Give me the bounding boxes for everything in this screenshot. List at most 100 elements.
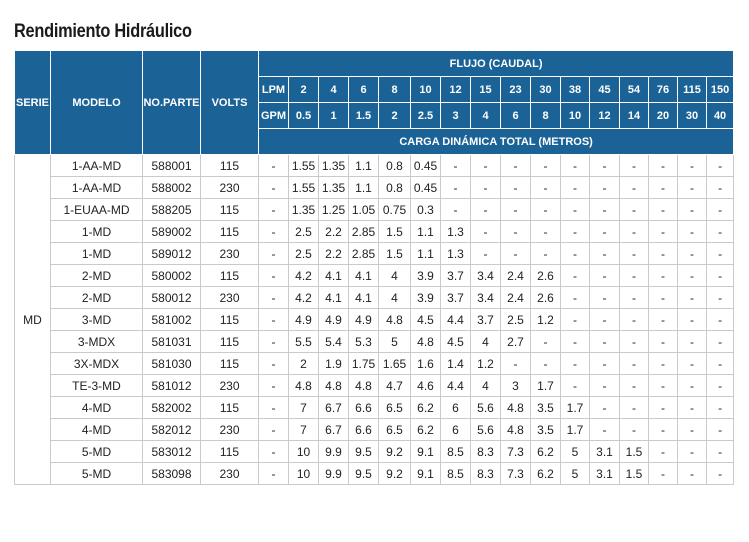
head-value-cell: - bbox=[677, 396, 707, 419]
head-value-cell: 1.75 bbox=[348, 352, 379, 375]
head-value-cell: - bbox=[258, 396, 289, 419]
table-row: MD 1-AA-MD 588001 115-1.55 1.35 1.1 0.8 0.45- - -… bbox=[14, 154, 735, 485]
head-value-cell: 3.9 bbox=[410, 286, 441, 309]
header-gpm-value: 3 bbox=[440, 102, 471, 129]
head-value-cell: 6.2 bbox=[530, 440, 561, 463]
head-value-cell: 1.1 bbox=[410, 220, 441, 243]
head-value-cell: 7.3 bbox=[500, 440, 531, 463]
head-value-cell: 4.4 bbox=[440, 308, 471, 331]
head-value-cell: - bbox=[530, 198, 561, 221]
performance-table: SERIE MODELO NO.PARTE VOLTS FLUJO (CAUDA… bbox=[14, 50, 735, 485]
modelo-cell: TE-3-MD bbox=[50, 374, 143, 397]
head-value-cell: - bbox=[258, 264, 289, 287]
head-value-cell: 4.1 bbox=[348, 286, 379, 309]
head-value-cell: - bbox=[589, 220, 620, 243]
header-lpm-value: 115 bbox=[677, 76, 707, 103]
head-value-cell: 8.5 bbox=[440, 440, 471, 463]
header-gpm-value: 30 bbox=[677, 102, 707, 129]
head-value-cell: - bbox=[560, 242, 590, 265]
no-parte-cell: 583012 bbox=[142, 440, 201, 463]
head-value-cell: - bbox=[470, 242, 501, 265]
table-header: SERIE MODELO NO.PARTE VOLTS FLUJO (CAUDA… bbox=[14, 50, 735, 155]
table-row: 2-MD 580012 230-4.2 4.1 4.1 4 3.9 3.7 3.4 2.4 2.6-… bbox=[15, 286, 735, 309]
head-value-cell: 4.2 bbox=[288, 264, 319, 287]
head-value-cell: 2.2 bbox=[318, 242, 349, 265]
head-value-cell: 0.8 bbox=[378, 154, 411, 177]
head-value-cell: - bbox=[560, 220, 590, 243]
head-value-cell: - bbox=[705, 418, 735, 441]
header-lpm-value: 30 bbox=[530, 76, 561, 103]
header-gpm-value: 40 bbox=[705, 102, 735, 129]
header-gpm-value: 8 bbox=[530, 102, 561, 129]
head-value-cell: - bbox=[589, 264, 620, 287]
head-value-cell: 3.7 bbox=[470, 308, 501, 331]
head-value-cell: - bbox=[619, 374, 649, 397]
header-lpm-value: 15 bbox=[470, 76, 501, 103]
header-modelo: MODELO bbox=[50, 50, 143, 155]
head-value-cell: 10 bbox=[288, 440, 319, 463]
volts-cell: 230 bbox=[200, 242, 259, 265]
head-value-cell: 1.35 bbox=[318, 154, 349, 177]
head-value-cell: - bbox=[677, 154, 707, 177]
head-value-cell: - bbox=[648, 374, 678, 397]
head-value-cell: - bbox=[677, 198, 707, 221]
head-value-cell: 6.7 bbox=[318, 418, 349, 441]
head-value-cell: 9.1 bbox=[410, 462, 441, 485]
head-value-cell: 1.55 bbox=[288, 176, 319, 199]
head-value-cell: 4.4 bbox=[440, 374, 471, 397]
head-value-cell: - bbox=[619, 308, 649, 331]
head-value-cell: - bbox=[560, 308, 590, 331]
modelo-cell: 2-MD bbox=[50, 264, 143, 287]
head-value-cell: - bbox=[648, 440, 678, 463]
head-value-cell: - bbox=[258, 242, 289, 265]
head-value-cell: - bbox=[530, 220, 561, 243]
head-value-cell: - bbox=[500, 220, 531, 243]
header-gpm-value: 12 bbox=[589, 102, 620, 129]
head-value-cell: 8.5 bbox=[440, 462, 471, 485]
head-value-cell: - bbox=[619, 176, 649, 199]
head-value-cell: 9.5 bbox=[348, 440, 379, 463]
head-value-cell: 0.45 bbox=[410, 176, 441, 199]
head-value-cell: 2.5 bbox=[288, 220, 319, 243]
head-value-cell: 3.7 bbox=[440, 286, 471, 309]
head-value-cell: - bbox=[258, 308, 289, 331]
modelo-cell: 2-MD bbox=[50, 286, 143, 309]
head-value-cell: 1.1 bbox=[410, 242, 441, 265]
head-value-cell: - bbox=[619, 286, 649, 309]
head-value-cell: - bbox=[560, 374, 590, 397]
head-value-cell: - bbox=[258, 176, 289, 199]
head-value-cell: - bbox=[589, 176, 620, 199]
head-value-cell: - bbox=[648, 330, 678, 353]
head-value-cell: - bbox=[258, 440, 289, 463]
header-gpm-value: 20 bbox=[648, 102, 678, 129]
head-value-cell: - bbox=[500, 154, 531, 177]
head-value-cell: - bbox=[619, 264, 649, 287]
header-gpm-value: 2 bbox=[378, 102, 411, 129]
head-value-cell: - bbox=[619, 330, 649, 353]
head-value-cell: 3.1 bbox=[589, 462, 620, 485]
head-value-cell: 10 bbox=[288, 462, 319, 485]
head-value-cell: - bbox=[705, 176, 735, 199]
head-value-cell: - bbox=[589, 308, 620, 331]
head-value-cell: - bbox=[705, 286, 735, 309]
head-value-cell: - bbox=[258, 462, 289, 485]
head-value-cell: - bbox=[440, 154, 471, 177]
header-gpm-value: 1.5 bbox=[348, 102, 379, 129]
head-value-cell: 4.8 bbox=[500, 396, 531, 419]
head-value-cell: 6.6 bbox=[348, 396, 379, 419]
head-value-cell: - bbox=[500, 198, 531, 221]
head-value-cell: 2.85 bbox=[348, 242, 379, 265]
header-gpm-label: GPM bbox=[258, 102, 289, 129]
head-value-cell: 4.5 bbox=[440, 330, 471, 353]
page-title: Rendimiento Hidráulico bbox=[14, 21, 192, 42]
head-value-cell: 1.3 bbox=[440, 220, 471, 243]
head-value-cell: - bbox=[470, 220, 501, 243]
head-value-cell: 6.2 bbox=[410, 418, 441, 441]
head-value-cell: - bbox=[677, 418, 707, 441]
modelo-cell: 1-MD bbox=[50, 220, 143, 243]
head-value-cell: 6.5 bbox=[378, 396, 411, 419]
header-gpm-value: 10 bbox=[560, 102, 590, 129]
header-gpm-value: 4 bbox=[470, 102, 501, 129]
volts-cell: 230 bbox=[200, 176, 259, 199]
head-value-cell: 1.7 bbox=[530, 374, 561, 397]
